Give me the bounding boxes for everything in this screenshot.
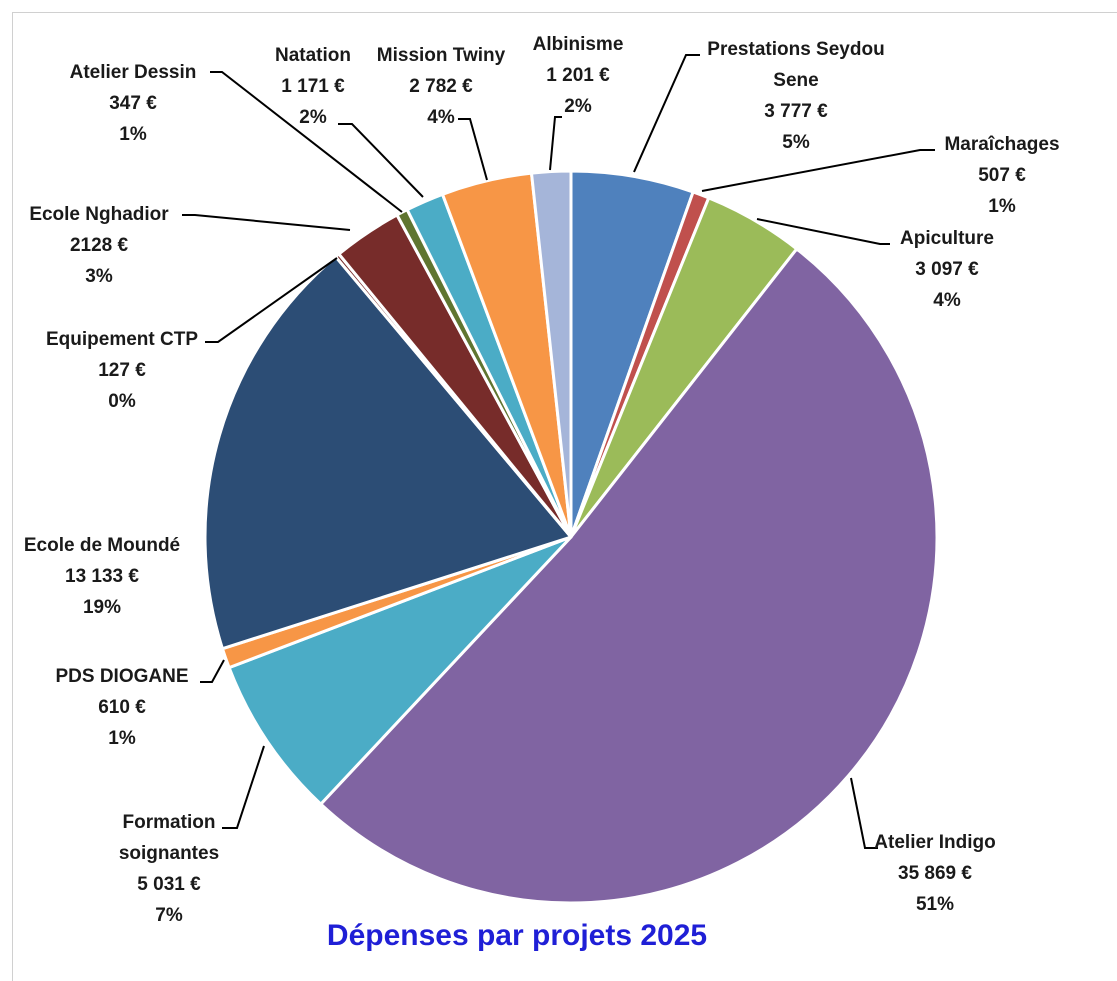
- slice-percent: 4%: [427, 107, 455, 128]
- slice-percent: 3%: [85, 266, 113, 287]
- pie-slice-atelier-indigo: [319, 247, 939, 905]
- slice-percent: 2%: [564, 96, 592, 117]
- slice-percent: 2%: [299, 107, 327, 128]
- slice-value: 2 782 €: [409, 76, 473, 97]
- data-label: Equipement CTP 127 € 0%: [46, 329, 198, 412]
- data-label: PDS DIOGANE 610 € 1%: [55, 666, 188, 749]
- leader-line: [222, 745, 265, 829]
- slice-value: 3 777 €: [764, 101, 828, 122]
- slice-value: 13 133 €: [65, 566, 139, 587]
- leader-line: [205, 257, 338, 343]
- leader-line: [458, 118, 488, 181]
- slice-value: 5 031 €: [137, 874, 201, 895]
- leader-line: [338, 123, 424, 198]
- slice-percent: 5%: [782, 132, 810, 153]
- data-label: Atelier Dessin 347 € 1%: [70, 62, 197, 145]
- slice-label: Atelier Dessin: [70, 62, 197, 83]
- slice-value: 127 €: [98, 360, 146, 381]
- data-label: Apiculture 3 097 € 4%: [900, 228, 994, 311]
- slice-value: 2128 €: [70, 235, 129, 256]
- slice-value: 1 171 €: [281, 76, 345, 97]
- leader-line: [200, 659, 225, 683]
- slice-percent: 1%: [119, 124, 147, 145]
- leader-line: [701, 149, 935, 192]
- data-label: Formation soignantes 5 031 € 7%: [119, 812, 219, 926]
- slice-value: 35 869 €: [898, 863, 972, 884]
- slice-percent: 7%: [155, 905, 183, 926]
- leader-line: [182, 214, 351, 231]
- data-label: Albinisme 1 201 € 2%: [533, 34, 624, 117]
- slice-label: Formation: [123, 812, 216, 833]
- slice-value: 610 €: [98, 697, 146, 718]
- slice-label: Atelier Indigo: [874, 832, 995, 853]
- slice-label: Ecole de Moundé: [24, 535, 180, 556]
- slice-percent: 1%: [108, 728, 136, 749]
- slice-label: Apiculture: [900, 228, 994, 249]
- data-label: Prestations Seydou Sene 3 777 € 5%: [707, 39, 884, 153]
- data-label: Atelier Indigo 35 869 € 51%: [874, 832, 995, 915]
- slice-percent: 1%: [988, 196, 1016, 217]
- slice-percent: 51%: [916, 894, 954, 915]
- leader-line: [850, 777, 878, 849]
- leader-line: [756, 218, 890, 245]
- slice-label: Sene: [773, 70, 818, 91]
- slice-value: 3 097 €: [915, 259, 979, 280]
- slice-label: Natation: [275, 45, 351, 66]
- slice-label: Maraîchages: [944, 134, 1059, 155]
- slice-value: 507 €: [978, 165, 1026, 186]
- leader-line: [210, 71, 403, 213]
- data-label: Maraîchages 507 € 1%: [944, 134, 1059, 217]
- slice-label: Equipement CTP: [46, 329, 198, 350]
- slice-percent: 0%: [108, 391, 136, 412]
- data-label: Ecole de Moundé 13 133 € 19%: [24, 535, 180, 618]
- slice-label: PDS DIOGANE: [55, 666, 188, 687]
- slice-label: Ecole Nghadior: [29, 204, 169, 225]
- chart-title: Dépenses par projets 2025: [327, 919, 707, 952]
- slice-label: Prestations Seydou: [707, 39, 884, 60]
- pie-slice-ecole-de-mound-: [203, 255, 573, 651]
- pie-slice-formation-soignantes: [227, 535, 573, 806]
- slice-label: Mission Twiny: [377, 45, 506, 66]
- leader-line: [633, 54, 700, 173]
- data-label: Ecole Nghadior 2128 € 3%: [29, 204, 169, 287]
- pie-slice-albinisme: [530, 169, 573, 539]
- slice-label: Albinisme: [533, 34, 624, 55]
- leader-line: [549, 116, 562, 171]
- slice-value: 1 201 €: [546, 65, 610, 86]
- data-label: Natation 1 171 € 2%: [275, 45, 351, 128]
- slice-label: soignantes: [119, 843, 219, 864]
- slice-value: 347 €: [109, 93, 157, 114]
- data-label: Mission Twiny 2 782 € 4%: [377, 45, 506, 128]
- slice-percent: 4%: [933, 290, 961, 311]
- slice-percent: 19%: [83, 597, 121, 618]
